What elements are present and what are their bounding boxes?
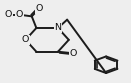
Text: O: O — [16, 10, 23, 19]
Text: O: O — [4, 10, 12, 19]
Text: O: O — [35, 4, 43, 13]
Text: O: O — [22, 35, 29, 44]
Text: N: N — [54, 23, 61, 32]
Text: O: O — [70, 49, 77, 58]
